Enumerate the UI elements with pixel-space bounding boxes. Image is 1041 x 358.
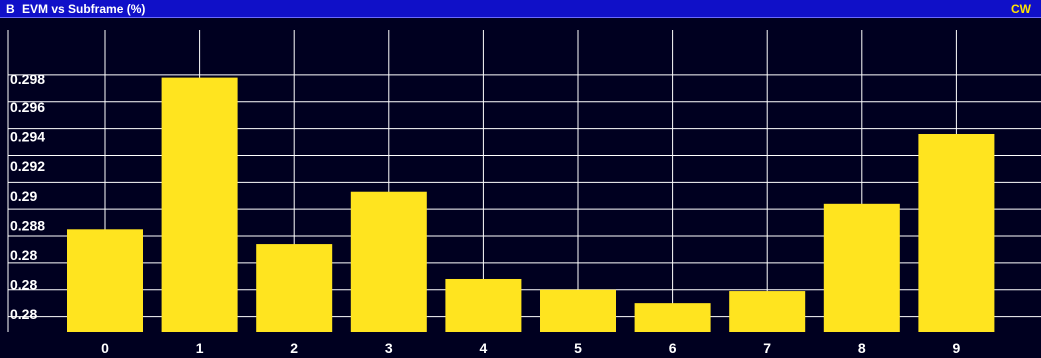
y-tick-label: 0.288 — [10, 217, 45, 233]
x-tick-label: 3 — [385, 340, 393, 356]
bar — [918, 133, 995, 332]
y-tick-label: 0.28 — [10, 306, 37, 322]
y-tick-label: 0.29 — [10, 188, 37, 204]
window-id-label: B — [6, 2, 15, 16]
y-tick-label: 0.292 — [10, 158, 45, 174]
bar — [540, 289, 616, 332]
bar — [729, 291, 806, 332]
bar — [256, 244, 333, 332]
window-title-bar: B EVM vs Subframe (%) CW — [0, 0, 1041, 18]
x-tick-label: 6 — [669, 340, 677, 356]
mode-badge: CW — [1011, 2, 1031, 16]
x-tick-label: 4 — [480, 340, 488, 356]
bar — [161, 77, 238, 332]
y-tick-labels: 0.298 0.296 0.294 0.292 0.29 0.288 0.28 0.28 0.2… — [10, 71, 45, 322]
bars — [67, 77, 995, 332]
x-tick-label: 7 — [763, 340, 771, 356]
x-tick-label: 0 — [101, 340, 109, 356]
bar — [634, 303, 711, 332]
x-tick-label: 9 — [953, 340, 961, 356]
bar-chart: 0.2980.2960.2940.2920.290.2880.280.280.2… — [0, 18, 1041, 356]
x-tick-label: 8 — [858, 340, 866, 356]
x-tick-label: 2 — [290, 340, 298, 356]
y-tick-label: 0.298 — [10, 71, 45, 87]
y-tick-label: 0.294 — [10, 129, 45, 145]
bar — [67, 229, 143, 332]
bar — [445, 278, 522, 332]
bar — [350, 191, 427, 332]
y-tick-label: 0.28 — [10, 247, 37, 263]
bar — [823, 203, 900, 332]
x-tick-labels: 0 1 2 3 4 5 6 7 8 9 — [101, 340, 960, 356]
chart-title: EVM vs Subframe (%) — [22, 2, 146, 16]
x-tick-label: 1 — [196, 340, 204, 356]
y-tick-label: 0.296 — [10, 99, 45, 115]
x-tick-label: 5 — [574, 340, 582, 356]
y-tick-label: 0.28 — [10, 276, 37, 292]
